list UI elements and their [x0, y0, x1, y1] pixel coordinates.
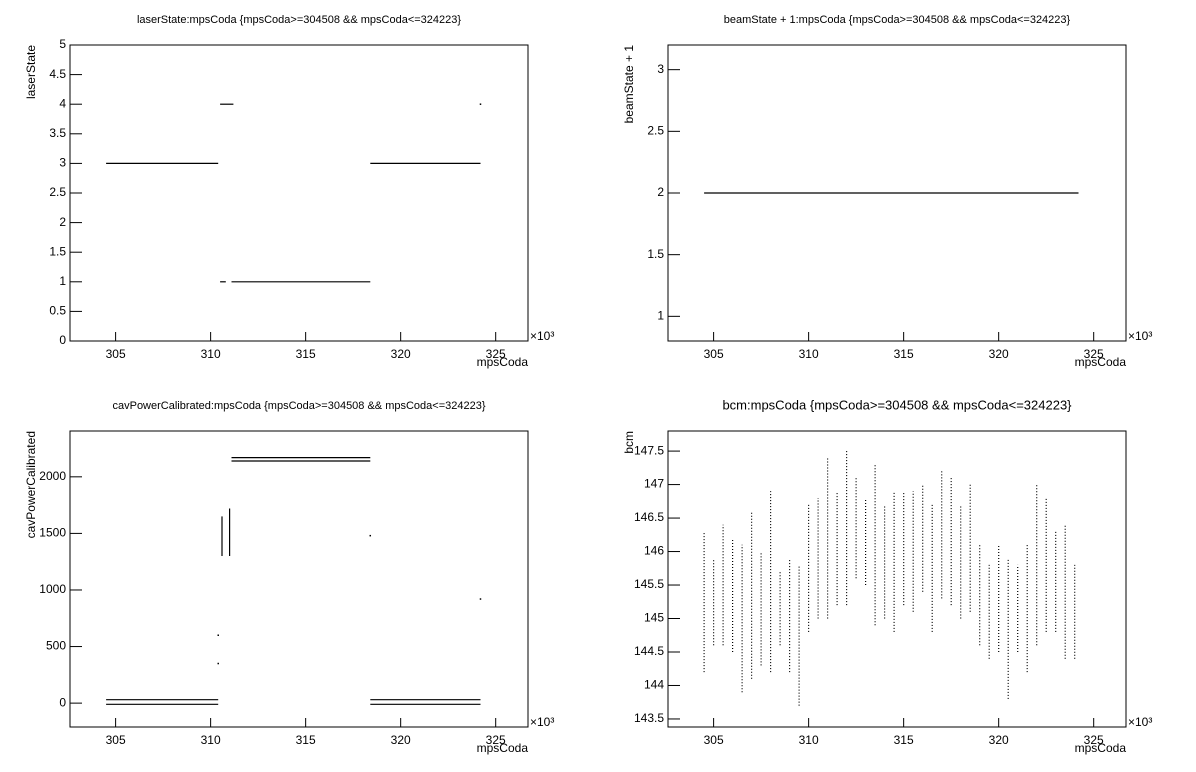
- point: [479, 103, 482, 105]
- y-tick-label: 1: [657, 309, 664, 323]
- panel: laserState:mpsCoda {mpsCoda>=304508 && m…: [24, 14, 554, 369]
- y-tick-label: 147.5: [634, 443, 664, 457]
- y-tick-label: 143.5: [634, 711, 664, 725]
- y-tick-label: 144.5: [634, 644, 664, 658]
- y-tick-label: 144: [644, 678, 664, 692]
- y-tick-label: 146.5: [634, 510, 664, 524]
- x-tick-label: 315: [894, 347, 914, 361]
- panel-title: laserState:mpsCoda {mpsCoda>=304508 && m…: [137, 14, 461, 26]
- y-tick-label: 147: [644, 477, 664, 491]
- x-tick-label: 305: [106, 347, 126, 361]
- y-tick-label: 1000: [39, 582, 66, 596]
- x-tick-label: 315: [296, 347, 316, 361]
- frame: [69, 44, 529, 342]
- point: [479, 598, 482, 600]
- x-multiplier: ×10³: [530, 329, 554, 343]
- y-tick-label: 0.5: [49, 304, 66, 318]
- x-tick-label: 320: [391, 733, 411, 747]
- panel-title: beamState + 1:mpsCoda {mpsCoda>=304508 &…: [724, 14, 1071, 26]
- x-tick-label: 310: [201, 733, 221, 747]
- x-axis-label: mpsCoda: [1075, 355, 1127, 369]
- y-tick-label: 3: [657, 62, 664, 76]
- x-multiplier: ×10³: [1128, 329, 1152, 343]
- y-tick-label: 146: [644, 544, 664, 558]
- point: [369, 534, 372, 537]
- y-tick-label: 4.5: [49, 67, 66, 81]
- y-tick-label: 1500: [39, 526, 66, 540]
- x-tick-label: 305: [704, 733, 724, 747]
- x-multiplier: ×10³: [530, 715, 554, 729]
- point: [217, 634, 219, 636]
- y-tick-label: 500: [46, 639, 66, 653]
- x-axis-label: mpsCoda: [1075, 741, 1127, 755]
- y-tick-label: 2000: [39, 469, 66, 483]
- y-tick-label: 2.5: [647, 124, 664, 138]
- x-axis-label: mpsCoda: [477, 355, 529, 369]
- x-tick-label: 310: [799, 733, 819, 747]
- x-tick-label: 315: [894, 733, 914, 747]
- x-axis-label: mpsCoda: [477, 741, 529, 755]
- y-tick-label: 1.5: [49, 244, 66, 258]
- y-tick-label: 0: [59, 333, 66, 347]
- y-tick-label: 1: [59, 274, 66, 288]
- x-tick-label: 325: [1084, 733, 1104, 747]
- panel-title: cavPowerCalibrated:mpsCoda {mpsCoda>=304…: [112, 400, 485, 412]
- y-axis-label: laserState: [24, 45, 38, 99]
- y-tick-label: 2: [657, 185, 664, 199]
- x-tick-label: 325: [1084, 347, 1104, 361]
- point: [217, 662, 219, 665]
- y-axis-label: bcm: [622, 431, 636, 454]
- y-axis-label: beamState + 1: [622, 45, 636, 124]
- panel: beamState + 1:mpsCoda {mpsCoda>=304508 &…: [622, 14, 1152, 369]
- y-tick-label: 1.5: [647, 247, 664, 261]
- panel-title: bcm:mpsCoda {mpsCoda>=304508 && mpsCoda<…: [722, 397, 1072, 412]
- panel: cavPowerCalibrated:mpsCoda {mpsCoda>=304…: [24, 400, 554, 755]
- y-axis-label: cavPowerCalibrated: [24, 431, 38, 538]
- x-tick-label: 305: [704, 347, 724, 361]
- x-tick-label: 310: [201, 347, 221, 361]
- x-tick-label: 320: [391, 347, 411, 361]
- x-tick-label: 325: [486, 347, 506, 361]
- y-tick-label: 5: [59, 37, 66, 51]
- y-tick-label: 0: [59, 695, 66, 709]
- x-tick-label: 305: [106, 733, 126, 747]
- x-tick-label: 315: [296, 733, 316, 747]
- x-tick-label: 320: [989, 733, 1009, 747]
- x-multiplier: ×10³: [1128, 715, 1152, 729]
- frame: [69, 430, 529, 728]
- y-tick-label: 145: [644, 611, 664, 625]
- y-tick-label: 2: [59, 215, 66, 229]
- x-tick-label: 310: [799, 347, 819, 361]
- panel: bcm:mpsCoda {mpsCoda>=304508 && mpsCoda<…: [622, 397, 1152, 755]
- y-tick-label: 2.5: [49, 185, 66, 199]
- x-tick-label: 320: [989, 347, 1009, 361]
- y-tick-label: 3: [59, 156, 66, 170]
- y-tick-label: 3.5: [49, 126, 66, 140]
- x-tick-label: 325: [486, 733, 506, 747]
- y-tick-label: 4: [59, 96, 66, 110]
- frame: [667, 430, 1127, 728]
- y-tick-label: 145.5: [634, 577, 664, 591]
